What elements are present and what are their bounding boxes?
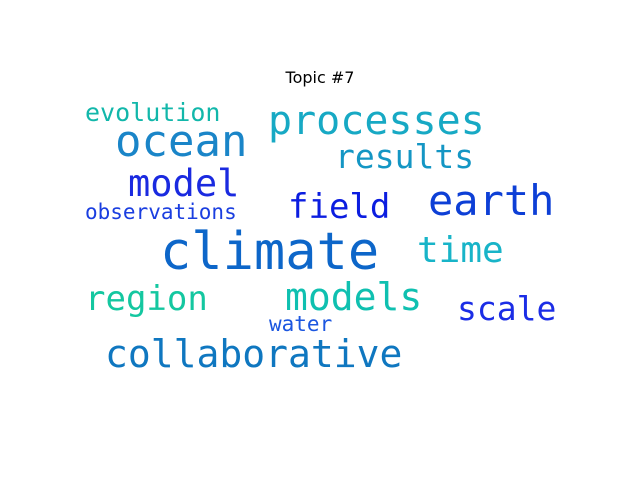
word-time: time bbox=[417, 230, 504, 271]
word-models: models bbox=[285, 275, 423, 319]
word-field: field bbox=[288, 187, 391, 227]
word-water: water bbox=[269, 312, 333, 336]
word-processes: processes bbox=[268, 98, 485, 144]
word-evolution: evolution bbox=[85, 98, 221, 127]
word-earth: earth bbox=[428, 176, 555, 225]
word-region: region bbox=[85, 279, 208, 319]
chart-title: Topic #7 bbox=[285, 68, 355, 87]
word-observations: observations bbox=[85, 200, 237, 224]
word-cloud: climate ocean processes earth models collabor… bbox=[80, 96, 576, 384]
word-ocean: ocean bbox=[115, 116, 248, 167]
word-collaborative: collaborative bbox=[105, 332, 403, 376]
word-climate: climate bbox=[160, 222, 380, 282]
word-scale: scale bbox=[457, 289, 557, 328]
word-results: results bbox=[335, 137, 475, 176]
word-model: model bbox=[128, 162, 240, 205]
